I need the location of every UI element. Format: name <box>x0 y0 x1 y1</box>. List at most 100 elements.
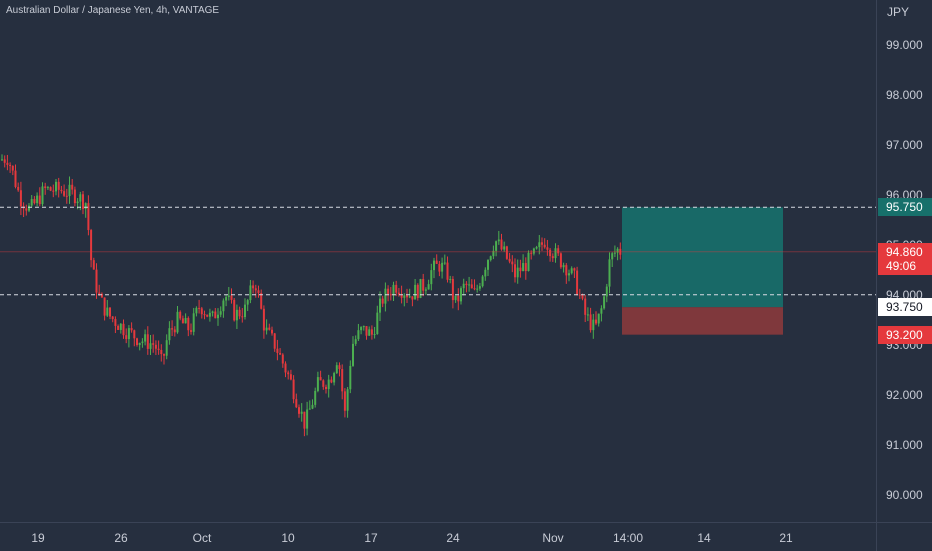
candle-body <box>262 308 265 331</box>
candle-body <box>414 284 417 300</box>
candle-body <box>595 319 597 324</box>
candle-body <box>173 329 176 333</box>
candle-body <box>487 260 489 270</box>
candle-body <box>76 201 79 204</box>
candle-body <box>514 264 516 278</box>
candle-body <box>389 294 392 296</box>
candle-body <box>354 339 357 344</box>
candle-body <box>265 327 268 331</box>
candlestick-chart[interactable] <box>0 0 876 522</box>
candle-body <box>546 247 549 250</box>
candle-body <box>419 279 422 298</box>
entry-price-badge: 93.750 <box>878 298 932 317</box>
candle-body <box>211 311 214 313</box>
candle-body <box>92 260 95 270</box>
candle-body <box>30 199 33 206</box>
candle-body <box>568 273 570 276</box>
candle-body <box>530 252 533 254</box>
candle-body <box>492 250 495 257</box>
candle-body <box>308 408 311 410</box>
candle-body <box>600 308 603 314</box>
candle-body <box>460 288 462 302</box>
candle-body <box>130 328 133 331</box>
candle-body <box>6 162 9 165</box>
candle-body <box>384 288 387 304</box>
candle-body <box>557 248 560 254</box>
time-axis[interactable]: 19 26 Oct 10 17 24 Nov 14:00 14 21 <box>0 522 876 551</box>
candle-body <box>325 386 327 390</box>
candle-body <box>322 380 325 387</box>
candle-body <box>252 285 255 289</box>
candle-body <box>133 330 136 339</box>
candle-body <box>441 262 444 272</box>
candle-body <box>3 159 6 163</box>
candle-body <box>9 164 12 166</box>
candle-body <box>376 312 379 335</box>
candle-body <box>287 372 290 375</box>
candle-body <box>25 208 28 211</box>
candle-body <box>138 342 141 345</box>
candle-body <box>522 263 525 272</box>
candle-body <box>160 349 163 355</box>
candle-body <box>79 194 82 202</box>
candle-body <box>114 319 117 326</box>
candle-body <box>365 326 368 336</box>
candle-body <box>249 285 252 301</box>
candle-body <box>500 239 503 250</box>
candle-body <box>527 252 530 272</box>
candle-body <box>535 247 538 249</box>
candle-body <box>298 407 300 414</box>
candle-body <box>511 261 514 265</box>
candle-body <box>125 335 128 340</box>
candle-body <box>41 186 44 205</box>
candle-body <box>60 189 63 192</box>
candle-body <box>49 187 52 191</box>
candle-body <box>554 248 557 259</box>
price-tick-label: 90.000 <box>886 487 923 502</box>
candle-body <box>184 317 187 324</box>
candle-body <box>489 256 492 261</box>
candle-body <box>103 297 106 316</box>
candle-body <box>246 300 249 305</box>
candle-body <box>195 307 198 314</box>
candle-body <box>165 340 168 356</box>
candle-body <box>73 189 76 204</box>
candle-body <box>397 292 400 295</box>
candle-body <box>319 377 322 381</box>
candle-body <box>330 379 333 383</box>
candle-body <box>87 203 90 231</box>
candle-body <box>381 298 384 304</box>
candle-body <box>163 354 165 356</box>
candle-body <box>98 292 101 294</box>
candle-body <box>233 299 236 321</box>
candle-body <box>519 267 522 272</box>
candle-body <box>271 329 273 334</box>
candle-body <box>578 294 581 296</box>
candle-body <box>565 265 568 276</box>
candle-body <box>36 195 39 204</box>
bar-countdown: 49:06 <box>886 258 917 273</box>
candle-body <box>573 268 576 271</box>
candle-body <box>316 377 319 391</box>
time-label: 26 <box>114 531 128 545</box>
candle-series <box>1 154 622 437</box>
candle-body <box>368 329 371 336</box>
chart-area[interactable]: Australian Dollar / Japanese Yen, 4h, VA… <box>0 0 876 522</box>
candle-body <box>346 389 349 411</box>
candle-body <box>430 270 433 285</box>
price-axis[interactable]: JPY 99.00098.00097.00096.00095.00094.000… <box>876 0 932 522</box>
candle-body <box>341 369 344 392</box>
target-profit-zone[interactable] <box>622 207 783 308</box>
candle-body <box>379 298 381 313</box>
candle-body <box>416 284 419 298</box>
candle-body <box>219 311 222 315</box>
candle-body <box>597 313 600 324</box>
candle-body <box>44 186 47 189</box>
candle-body <box>168 328 171 341</box>
candle-body <box>335 365 338 374</box>
candle-body <box>284 363 287 373</box>
candle-body <box>268 327 271 330</box>
candle-body <box>117 325 120 330</box>
stop-loss-zone[interactable] <box>622 307 783 335</box>
candle-body <box>17 186 20 191</box>
